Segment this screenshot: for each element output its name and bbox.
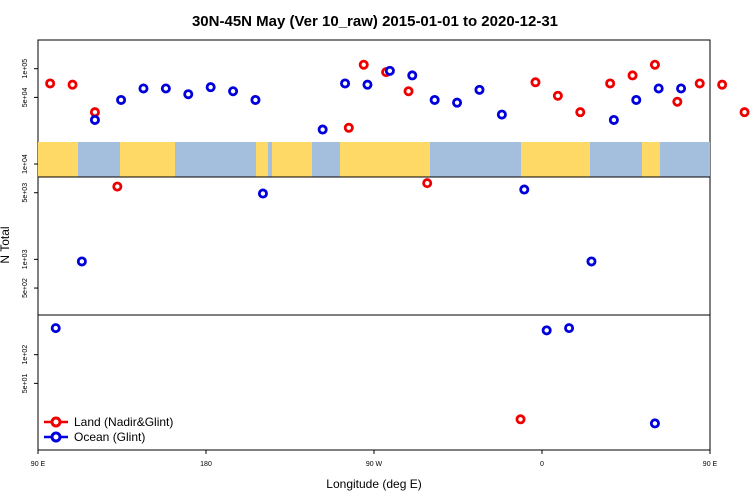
map-land-2 bbox=[256, 142, 268, 177]
legend-label-ocean: Ocean (Glint) bbox=[74, 430, 145, 444]
land-point bbox=[515, 414, 526, 425]
ocean-point bbox=[429, 94, 440, 105]
land-point bbox=[112, 181, 123, 192]
land-point bbox=[343, 122, 354, 133]
land-point bbox=[552, 90, 563, 101]
ocean-point bbox=[205, 82, 216, 93]
ocean-point bbox=[340, 78, 351, 89]
land-point bbox=[739, 107, 750, 118]
y-tick-label: 1e+03 bbox=[22, 249, 29, 269]
x-tick-label: 90 E bbox=[703, 461, 718, 468]
ocean-point bbox=[317, 124, 328, 135]
x-tick-label: 180 bbox=[200, 461, 212, 468]
y-tick-label: 1e+05 bbox=[22, 59, 29, 79]
map-land-1 bbox=[120, 142, 175, 177]
ocean-point bbox=[653, 83, 664, 94]
y-tick-label: 5e+04 bbox=[22, 87, 29, 107]
map-land-0 bbox=[38, 142, 78, 177]
y-tick-label: 5e+02 bbox=[22, 278, 29, 298]
ocean-point bbox=[564, 323, 575, 334]
ocean-point bbox=[76, 256, 87, 267]
ocean-point bbox=[50, 323, 61, 334]
ocean-point bbox=[649, 418, 660, 429]
land-point bbox=[649, 59, 660, 70]
land-point bbox=[717, 79, 728, 90]
y-tick-label: 1e+04 bbox=[22, 154, 29, 174]
y-tick-label: 5e+01 bbox=[22, 373, 29, 393]
chart-title: 30N-45N May (Ver 10_raw) 2015-01-01 to 2… bbox=[192, 13, 558, 30]
land-point bbox=[403, 86, 414, 97]
ocean-point bbox=[474, 84, 485, 95]
ocean-point bbox=[257, 188, 268, 199]
land-point bbox=[67, 79, 78, 90]
legend-marker-ocean bbox=[50, 431, 62, 443]
land-point bbox=[605, 78, 616, 89]
x-tick-label: 90 E bbox=[31, 461, 46, 468]
ocean-point bbox=[407, 70, 418, 81]
legend-label-land: Land (Nadir&Glint) bbox=[74, 415, 173, 429]
land-point bbox=[530, 77, 541, 88]
land-point bbox=[45, 78, 56, 89]
ocean-point bbox=[586, 256, 597, 267]
land-point bbox=[627, 70, 638, 81]
ocean-point bbox=[183, 89, 194, 100]
x-axis-label: Longitude (deg E) bbox=[326, 477, 421, 491]
map-land-4 bbox=[340, 142, 430, 177]
ocean-point bbox=[676, 83, 687, 94]
ocean-point bbox=[384, 65, 395, 76]
ocean-point bbox=[631, 94, 642, 105]
legend: Land (Nadir&Glint) Ocean (Glint) bbox=[44, 415, 173, 444]
ocean-point bbox=[496, 109, 507, 120]
data-points bbox=[45, 59, 750, 429]
y-axis: 5e+01 1e+02 5e+02 1e+03 5e+03 1e+04 5e+04 1e+05 bbox=[22, 59, 38, 393]
ocean-point bbox=[250, 94, 261, 105]
plot-frame bbox=[37, 39, 711, 451]
legend-marker-land bbox=[50, 416, 62, 428]
y-axis-label: N Total bbox=[0, 226, 12, 263]
map-land-6 bbox=[642, 142, 660, 177]
ocean-point bbox=[519, 184, 530, 195]
land-point bbox=[694, 78, 705, 89]
x-tick-label: 0 bbox=[540, 461, 544, 468]
x-axis: 90 E 180 90 W 0 90 E bbox=[31, 450, 718, 468]
land-point bbox=[672, 96, 683, 107]
ocean-point bbox=[608, 114, 619, 125]
y-tick-label: 1e+02 bbox=[22, 345, 29, 365]
y-tick-label: 5e+03 bbox=[22, 183, 29, 203]
land-point bbox=[358, 59, 369, 70]
land-point bbox=[89, 107, 100, 118]
ocean-point bbox=[89, 114, 100, 125]
ocean-point bbox=[541, 325, 552, 336]
ocean-point bbox=[452, 97, 463, 108]
world-map-strip bbox=[38, 142, 710, 178]
ocean-point bbox=[138, 83, 149, 94]
land-point bbox=[575, 107, 586, 118]
ocean-point bbox=[228, 86, 239, 97]
land-point bbox=[422, 178, 433, 189]
map-land-5 bbox=[521, 142, 590, 177]
ocean-point bbox=[116, 94, 127, 105]
ocean-point bbox=[362, 79, 373, 90]
x-tick-label: 90 W bbox=[366, 461, 383, 468]
map-land-3 bbox=[272, 142, 312, 177]
ocean-point bbox=[160, 83, 171, 94]
